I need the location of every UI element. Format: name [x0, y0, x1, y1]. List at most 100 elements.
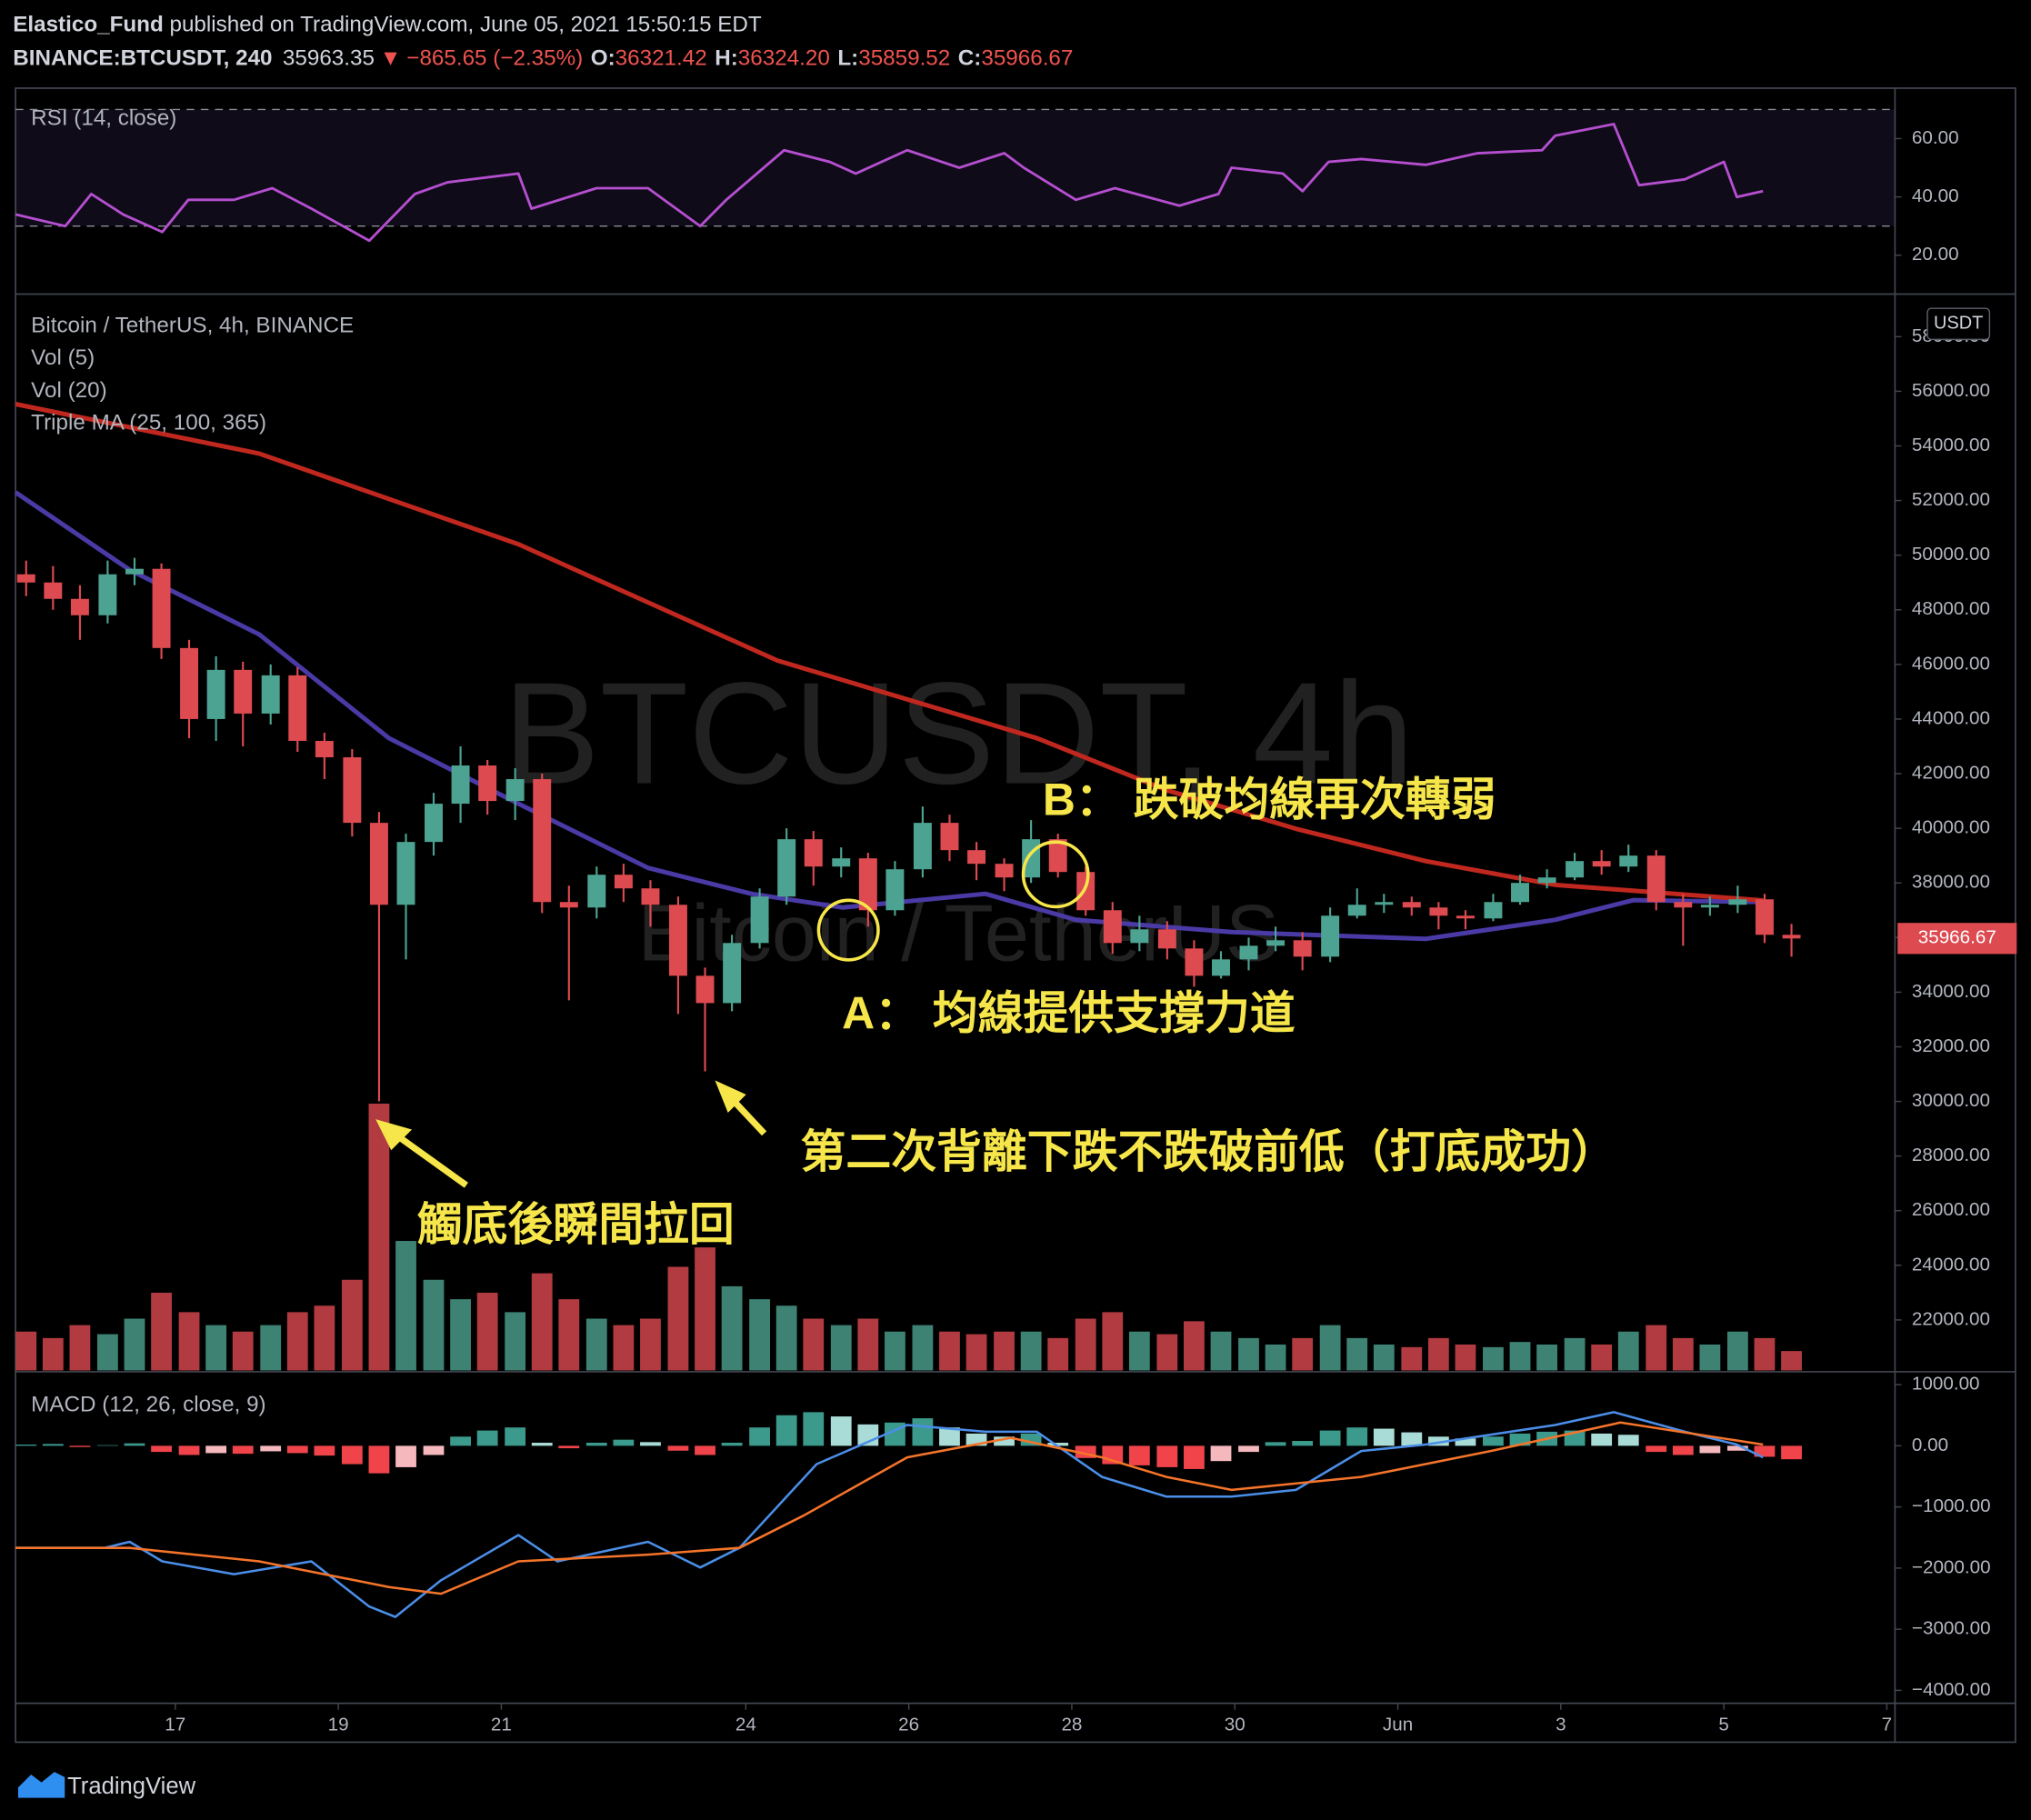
candle-body [695, 975, 715, 1004]
y-tick-label: 20.00 [1912, 244, 1959, 265]
candle-body [1375, 902, 1394, 905]
candle-body [180, 647, 199, 719]
arrow: ▼ [380, 46, 402, 71]
candle-body [1347, 905, 1366, 916]
histogram-bar [531, 1443, 553, 1446]
plot-area: 20.00 40.00 60.00 22000.00 24000.00 26000.00 2… [14, 108, 2017, 1735]
x-tick-label: 28 [1061, 1714, 1082, 1735]
histogram-bar [1483, 1436, 1504, 1446]
candle-body [832, 858, 851, 867]
y-tick-label: 48000.00 [1912, 598, 1990, 619]
histogram-bar [994, 1436, 1015, 1446]
ohlc-label: L: [837, 46, 858, 71]
histogram-bar [1672, 1445, 1694, 1455]
candle-body [1755, 899, 1774, 935]
volume-bar [15, 1331, 37, 1371]
histogram-bar [286, 1445, 308, 1454]
y-tick-label: −2000.00 [1912, 1556, 1991, 1577]
histogram-bar [395, 1445, 416, 1467]
volume-bar [69, 1325, 91, 1371]
volume-bar [1401, 1346, 1423, 1371]
candle-body [505, 779, 525, 802]
candle-body [1157, 929, 1176, 949]
x-tick-label: 24 [735, 1714, 756, 1735]
ohlc-value: 35859.52 [858, 46, 950, 71]
volume-bar [830, 1325, 852, 1371]
volume-bar [1128, 1331, 1150, 1371]
candle-body [1266, 940, 1286, 946]
footer: TradingView [67, 1774, 196, 1799]
histogram-bar [721, 1443, 743, 1446]
candle-body [1130, 929, 1149, 944]
arrow-head [715, 1080, 746, 1113]
y-tick-label: 60.00 [1912, 127, 1959, 148]
histogram-bar [1210, 1445, 1232, 1462]
candle-body [913, 823, 932, 870]
x-tick-label: 3 [1556, 1714, 1566, 1735]
candle-body [777, 839, 796, 897]
y-tick-label: 44000.00 [1912, 707, 1990, 728]
candle-body [885, 869, 905, 911]
histogram-bar [1617, 1435, 1639, 1446]
candle-body [668, 905, 687, 976]
y-tick-label: 34000.00 [1912, 981, 1990, 1002]
change: −865.65 (−2.35%) [406, 46, 583, 71]
arrow-head [375, 1119, 413, 1151]
candle-body [967, 850, 986, 865]
volume-bar [1564, 1337, 1586, 1371]
histogram-bar [124, 1443, 145, 1446]
volume-bar [368, 1103, 390, 1371]
candle-body [1429, 907, 1448, 916]
candle-body [1782, 935, 1801, 939]
last-price-label: 35966.67 [1918, 927, 1996, 948]
volume-bar [1020, 1331, 1042, 1371]
x-tick-label: Jun [1383, 1714, 1413, 1735]
volume-bar [857, 1318, 879, 1371]
histogram-bar [42, 1444, 64, 1446]
histogram-bar [260, 1445, 282, 1452]
volume-bar [1292, 1337, 1314, 1371]
y-tick-label: 38000.00 [1912, 872, 1990, 893]
x-tick-label: 21 [491, 1714, 512, 1735]
candle-body [1646, 855, 1666, 903]
volume-bar [803, 1318, 825, 1371]
histogram-bar [1184, 1445, 1205, 1469]
currency-box [1926, 307, 1991, 341]
ohlc-value: 35966.67 [981, 46, 1073, 71]
candle-body [1103, 910, 1122, 944]
volume-bar [1726, 1331, 1748, 1371]
candle-body [206, 669, 225, 719]
histogram-bar [178, 1445, 200, 1455]
volume-bar [1591, 1345, 1613, 1371]
histogram-bar [1292, 1440, 1314, 1446]
volume-bar [1455, 1345, 1476, 1371]
candle-body [750, 896, 769, 944]
volume-bar [1646, 1325, 1667, 1371]
author: Elastico_Fund [13, 13, 164, 37]
candle-body [1321, 915, 1340, 957]
volume-bar [260, 1325, 282, 1371]
candle-body [614, 875, 633, 889]
candle-body [70, 598, 89, 615]
volume-bar [1265, 1345, 1286, 1371]
x-tick-label: 17 [165, 1714, 185, 1735]
y-tick-label: 0.00 [1912, 1435, 1948, 1455]
series-line [15, 1421, 1764, 1595]
volume-bar [1238, 1337, 1259, 1371]
circle-b [1021, 840, 1090, 909]
volume-bar [939, 1331, 960, 1371]
histogram-bar [423, 1445, 445, 1455]
volume-bar [232, 1331, 254, 1371]
histogram-bar [939, 1427, 960, 1446]
histogram-bar [1455, 1438, 1476, 1446]
candle-body [261, 675, 280, 714]
volume-bar [450, 1299, 471, 1371]
volume-bar [640, 1318, 661, 1371]
candle-body [995, 864, 1014, 878]
candle-body [587, 875, 606, 908]
ohlc-value: 36321.42 [615, 46, 707, 71]
candle-body [1674, 902, 1693, 908]
histogram-bar [803, 1412, 825, 1446]
